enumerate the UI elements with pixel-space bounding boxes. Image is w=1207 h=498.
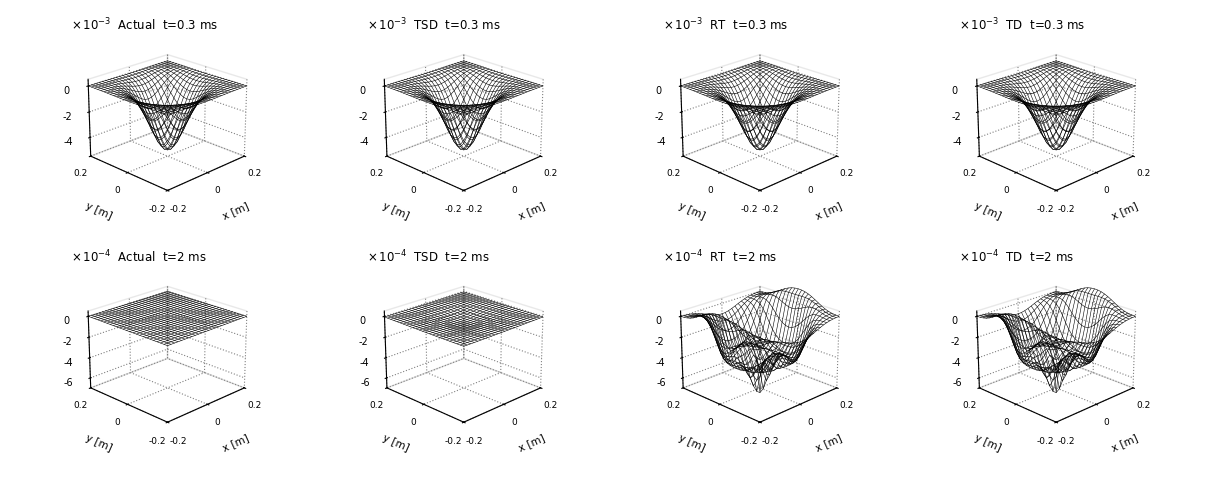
- Text: $\times\,10^{-4}$  TD  t=2 ms: $\times\,10^{-4}$ TD t=2 ms: [960, 249, 1074, 265]
- X-axis label: x [m]: x [m]: [1109, 201, 1139, 221]
- Y-axis label: y [m]: y [m]: [84, 201, 113, 221]
- Text: $\times\,10^{-3}$  Actual  t=0.3 ms: $\times\,10^{-3}$ Actual t=0.3 ms: [71, 17, 218, 34]
- Text: $\times\,10^{-4}$  Actual  t=2 ms: $\times\,10^{-4}$ Actual t=2 ms: [71, 249, 206, 265]
- Y-axis label: y [m]: y [m]: [677, 201, 706, 221]
- X-axis label: x [m]: x [m]: [518, 433, 547, 453]
- X-axis label: x [m]: x [m]: [221, 433, 251, 453]
- X-axis label: x [m]: x [m]: [518, 201, 547, 221]
- Text: $\times\,10^{-3}$  TD  t=0.3 ms: $\times\,10^{-3}$ TD t=0.3 ms: [960, 17, 1086, 34]
- Y-axis label: y [m]: y [m]: [973, 433, 1003, 453]
- Y-axis label: y [m]: y [m]: [677, 433, 706, 453]
- Y-axis label: y [m]: y [m]: [380, 201, 410, 221]
- X-axis label: x [m]: x [m]: [1109, 433, 1139, 453]
- Text: $\times\,10^{-3}$  TSD  t=0.3 ms: $\times\,10^{-3}$ TSD t=0.3 ms: [367, 17, 501, 34]
- Text: $\times\,10^{-4}$  TSD  t=2 ms: $\times\,10^{-4}$ TSD t=2 ms: [367, 249, 490, 265]
- Y-axis label: y [m]: y [m]: [84, 433, 113, 453]
- Text: $\times\,10^{-4}$  RT  t=2 ms: $\times\,10^{-4}$ RT t=2 ms: [663, 249, 777, 265]
- X-axis label: x [m]: x [m]: [814, 433, 842, 453]
- X-axis label: x [m]: x [m]: [814, 201, 842, 221]
- X-axis label: x [m]: x [m]: [221, 201, 251, 221]
- Y-axis label: y [m]: y [m]: [380, 433, 410, 453]
- Y-axis label: y [m]: y [m]: [973, 201, 1003, 221]
- Text: $\times\,10^{-3}$  RT  t=0.3 ms: $\times\,10^{-3}$ RT t=0.3 ms: [663, 17, 788, 34]
